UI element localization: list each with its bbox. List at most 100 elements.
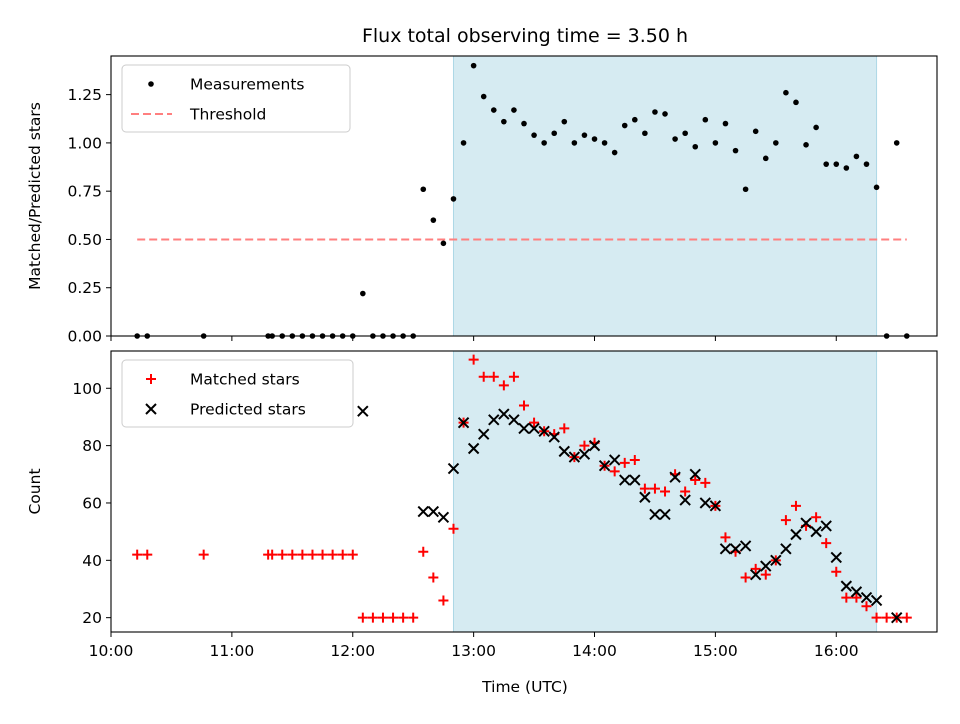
data-point [519,400,529,411]
data-point [790,528,802,541]
data-point [669,471,681,483]
data-point [377,612,388,623]
data-point [438,595,449,606]
data-point [851,592,862,603]
data-point [813,124,819,131]
data-point [692,143,699,150]
data-point [739,540,752,552]
data-point [811,512,822,523]
legend-label: Matched stars [190,371,300,389]
data-point [649,508,661,521]
data-point [732,147,739,154]
data-point [840,580,853,592]
data-point [780,543,792,555]
observing-interval-shade [452,55,878,337]
data-point [142,549,153,560]
data-point [863,161,870,167]
data-point [699,497,712,509]
y-tick-label: 0.75 [67,183,102,201]
data-point [790,500,801,511]
data-point [823,161,829,167]
data-point [762,155,769,162]
data-point [773,140,779,146]
data-point [267,549,278,560]
data-point [437,511,450,524]
data-point [360,290,366,297]
y-tick-label: 80 [82,437,102,455]
data-point [430,217,437,223]
data-point [760,569,771,580]
data-point [821,538,832,549]
data-point [518,422,530,435]
legend-label: Threshold [189,106,266,124]
data-point [742,186,749,193]
data-point [521,120,527,127]
data-point [831,566,842,577]
data-point [810,525,822,538]
data-point [357,612,368,623]
data-point [850,586,863,598]
data-point [712,140,719,146]
data-point [460,140,467,146]
y-axis-label: Matched/Predicted stars [26,102,44,290]
data-point [619,474,631,486]
data-point [709,500,722,512]
bottom-panel: 20 40 60 80 100 10:00 11:00 12:00 13:00 14:00 15:0… [26,350,938,660]
data-point [680,486,691,497]
data-point [750,563,761,574]
data-point [347,549,358,560]
data-point [457,416,470,429]
data-point [559,423,570,434]
data-point [501,118,507,125]
data-point [428,572,439,583]
data-point [740,572,751,583]
x-tick-label: 12:00 [330,642,375,660]
data-point [793,99,799,106]
legend-box [121,359,354,428]
data-point [820,520,832,532]
data-point [770,554,782,567]
data-point [749,568,762,581]
data-point [440,240,447,247]
legend-swatch [146,374,156,384]
data-point [508,371,519,382]
x-tick-label: 11:00 [210,642,255,660]
data-point [722,120,729,127]
data-point [642,130,648,137]
data-point [478,371,489,382]
data-point [672,136,678,142]
data-point [702,116,709,123]
top-panel: 0.00 0.25 0.50 0.75 1.00 1.25 Matched/Predicte… [26,55,938,346]
data-point [873,184,880,191]
data-point [508,414,520,426]
data-point [327,549,338,560]
legend-label: Predicted stars [190,401,306,419]
data-point [629,474,641,486]
data-point [621,122,628,129]
data-point [611,149,618,156]
data-point [548,431,560,443]
data-point [853,153,860,160]
data-point [488,414,500,426]
x-tick-label: 16:00 [814,642,859,660]
data-point [470,62,477,69]
data-point [601,140,608,146]
data-point [418,546,429,557]
data-point [780,515,791,526]
data-point [598,459,611,472]
x-tick-label: 14:00 [572,642,617,660]
legend-label: Measurements [190,76,305,94]
data-point [591,136,598,142]
data-point [488,371,499,382]
data-point [719,543,732,555]
data-point [498,380,509,391]
data-point [893,140,900,146]
data-point [632,116,638,123]
data-point [833,161,840,167]
series-predicted-stars [357,405,903,624]
x-tick-label: 10:00 [89,642,134,660]
data-point [881,612,892,623]
data-point [528,422,540,435]
y-tick-label: 0.50 [67,231,102,249]
